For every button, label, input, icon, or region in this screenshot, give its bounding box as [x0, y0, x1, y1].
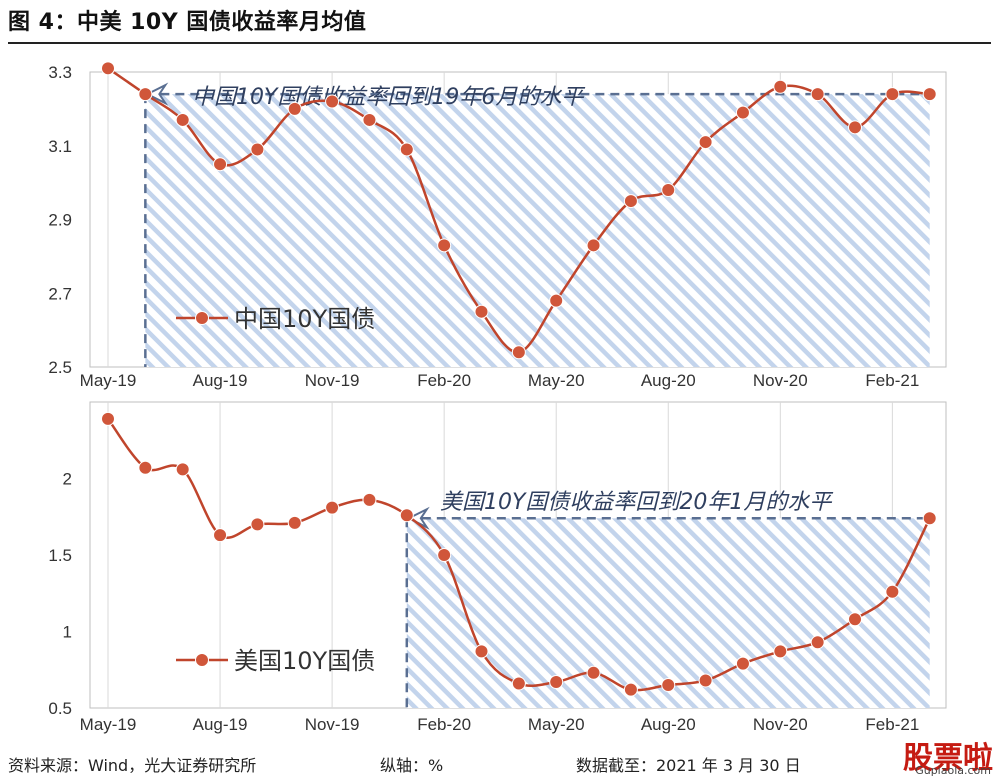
data-point	[623, 682, 638, 697]
data-point	[549, 293, 564, 308]
data-point	[586, 238, 601, 253]
y-tick-label: 2.7	[48, 284, 72, 303]
x-tick-label: Aug-20	[641, 371, 696, 390]
us-chart-panel: May-19 Aug-19 Nov-19 Feb-20 May-20 Aug-20 Nov-…	[48, 401, 947, 734]
data-point	[773, 644, 788, 659]
data-point	[250, 142, 265, 157]
data-point	[138, 460, 153, 475]
data-point	[735, 105, 750, 120]
data-point	[325, 94, 340, 109]
y-tick-label: 2.5	[48, 358, 72, 377]
annotation-text: 中国10Y国债收益率回到19年6月的水平	[192, 85, 585, 110]
data-point	[549, 674, 564, 689]
data-point	[474, 644, 489, 659]
data-point	[101, 61, 115, 76]
data-point	[885, 87, 900, 102]
x-tick-label: Feb-20	[417, 715, 471, 734]
hatched-region	[406, 518, 930, 708]
legend-marker	[195, 653, 209, 667]
data-point	[437, 548, 452, 562]
china-chart-panel: May-19 Aug-19 Nov-19 Feb-20 May-20 Aug-20 Nov-…	[48, 61, 947, 390]
data-point	[474, 304, 489, 319]
data-point	[810, 635, 825, 650]
reference-arrow-icon	[145, 82, 169, 106]
data-point	[698, 673, 713, 688]
x-tick-label: May-19	[80, 371, 137, 390]
reference-arrow-icon	[406, 506, 430, 530]
data-point	[922, 511, 937, 526]
legend-marker	[195, 311, 209, 325]
data-point	[511, 345, 526, 360]
data-point	[661, 183, 676, 197]
x-tick-label: Feb-21	[865, 371, 919, 390]
x-tick-label: Nov-19	[305, 715, 360, 734]
y-tick-label: 2.9	[48, 211, 72, 230]
legend-label: 中国10Y国债	[234, 305, 375, 333]
x-tick-label: Aug-19	[193, 371, 248, 390]
x-tick-label: Aug-20	[641, 715, 696, 734]
data-point	[213, 528, 228, 543]
y-tick-label: 3.3	[48, 63, 72, 82]
annotation-text: 美国10Y国债收益率回到20年1月的水平	[440, 490, 833, 515]
data-point	[325, 500, 340, 515]
data-point	[213, 157, 228, 172]
data-point	[250, 517, 265, 532]
x-tick-label: Aug-19	[193, 715, 248, 734]
data-point	[362, 492, 377, 507]
data-point	[698, 135, 713, 150]
title-divider	[8, 42, 991, 44]
x-tick-label: May-19	[80, 715, 137, 734]
y-tick-label: 1	[63, 623, 72, 642]
y-tick-label: 3.1	[48, 137, 72, 156]
data-point	[175, 112, 190, 127]
data-point	[586, 665, 601, 680]
x-tick-label: May-20	[528, 715, 585, 734]
data-point	[399, 508, 414, 523]
x-tick-label: Nov-19	[305, 371, 360, 390]
data-point	[175, 462, 190, 477]
data-point	[848, 120, 862, 135]
footer-source: 资料来源：Wind，光大证券研究所	[8, 756, 257, 775]
data-point	[287, 515, 302, 530]
x-tick-label: Nov-20	[753, 371, 808, 390]
watermark-logo: 股票啦 Gupiaola.com	[873, 733, 993, 777]
data-point	[362, 112, 377, 127]
data-point	[138, 87, 153, 102]
data-point	[922, 87, 937, 102]
hatched-region	[145, 94, 930, 367]
data-point	[885, 584, 900, 599]
data-point	[287, 101, 302, 116]
data-point	[810, 87, 825, 102]
x-tick-label: Feb-21	[865, 715, 919, 734]
data-point	[437, 238, 452, 253]
data-point	[511, 676, 526, 691]
y-tick-label: 1.5	[48, 546, 72, 565]
data-point	[623, 194, 638, 209]
legend-label: 美国10Y国债	[234, 647, 375, 675]
footer-date-note: 数据截至：2021 年 3 月 30 日	[576, 756, 801, 775]
x-tick-label: Feb-20	[417, 371, 471, 390]
y-tick-label: 2	[63, 470, 72, 489]
watermark-url: Gupiaola.com	[915, 764, 991, 777]
data-point	[399, 142, 414, 157]
data-point	[101, 411, 115, 426]
x-tick-label: Nov-20	[753, 715, 808, 734]
figure-title: 图 4：中美 10Y 国债收益率月均值	[8, 10, 367, 35]
watermark-text: 股票啦	[903, 741, 993, 776]
footer-axis-note: 纵轴：%	[380, 756, 444, 775]
x-tick-label: May-20	[528, 371, 585, 390]
y-tick-label: 0.5	[48, 699, 72, 718]
data-point	[848, 612, 862, 627]
data-point	[773, 79, 788, 94]
data-point	[661, 678, 676, 693]
data-point	[735, 656, 750, 671]
